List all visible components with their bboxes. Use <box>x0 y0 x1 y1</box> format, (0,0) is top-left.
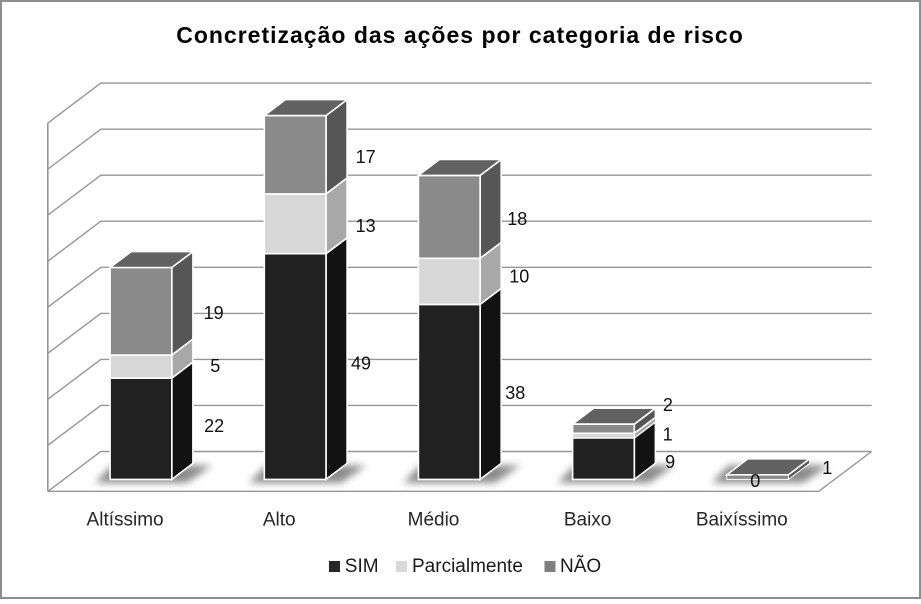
svg-text:Concretização das ações por ca: Concretização das ações por categoria de… <box>176 22 744 48</box>
svg-text:9: 9 <box>665 452 675 472</box>
svg-text:Médio: Médio <box>408 509 460 530</box>
svg-text:13: 13 <box>356 216 376 236</box>
svg-text:Baixíssimo: Baixíssimo <box>696 509 788 530</box>
svg-text:0: 0 <box>750 471 760 491</box>
svg-text:Parcialmente: Parcialmente <box>412 556 523 577</box>
svg-text:Altíssimo: Altíssimo <box>87 509 164 530</box>
svg-text:NÃO: NÃO <box>560 555 601 577</box>
svg-text:1: 1 <box>663 425 673 445</box>
svg-text:18: 18 <box>507 209 527 229</box>
svg-text:38: 38 <box>505 383 525 403</box>
svg-text:SIM: SIM <box>345 556 379 577</box>
svg-text:Alto: Alto <box>263 509 296 530</box>
svg-text:1: 1 <box>822 458 832 478</box>
svg-text:10: 10 <box>509 267 529 287</box>
svg-text:17: 17 <box>356 147 376 167</box>
svg-text:2: 2 <box>663 395 673 415</box>
svg-text:Baixo: Baixo <box>564 509 612 530</box>
svg-text:22: 22 <box>204 416 224 436</box>
svg-text:5: 5 <box>210 356 220 376</box>
svg-text:19: 19 <box>204 303 224 323</box>
svg-text:49: 49 <box>351 354 371 374</box>
